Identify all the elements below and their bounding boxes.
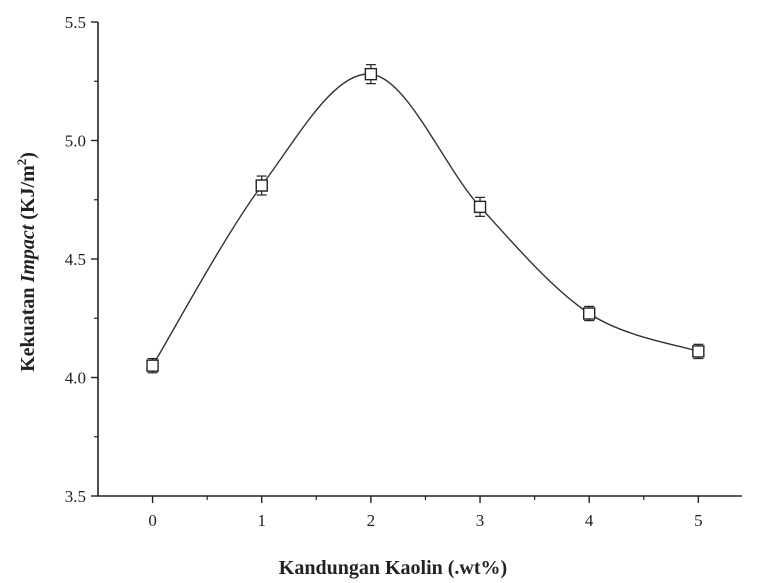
plot-area: 0 1 2 3 4 5 3.5 4.0 4.5 5.0 5.5: [65, 13, 742, 530]
data-point: [473, 196, 487, 217]
y-tick-label: 4.5: [65, 250, 86, 269]
data-points: [146, 64, 705, 374]
data-point: [582, 305, 596, 322]
data-point: [146, 357, 159, 374]
y-tick-label: 5.5: [65, 13, 86, 32]
data-point: [692, 343, 705, 360]
square-marker: [255, 179, 268, 192]
y-tick-label: 5.0: [65, 132, 86, 151]
x-tick-label: 0: [148, 511, 157, 530]
data-point: [255, 175, 268, 196]
y-axis-title: Kekuatan Impact (KJ/m2): [14, 152, 39, 372]
square-marker: [473, 200, 487, 214]
x-tick-label: 2: [367, 511, 376, 530]
fit-curve: [151, 73, 699, 367]
x-tick-label: 1: [257, 511, 266, 530]
x-tick-label: 3: [476, 511, 485, 530]
y-tick-label: 3.5: [65, 487, 86, 506]
x-tick-label: 5: [694, 511, 703, 530]
square-marker: [582, 307, 596, 320]
square-marker: [146, 359, 159, 372]
y-ticks: 3.5 4.0 4.5 5.0 5.5: [65, 13, 98, 506]
x-axis-title: Kandungan Kaolin (.wt%): [279, 557, 507, 579]
x-ticks: 0 1 2 3 4 5: [148, 496, 703, 530]
y-tick-label: 4.0: [65, 369, 86, 388]
x-tick-label: 4: [585, 511, 594, 530]
square-marker: [692, 345, 705, 358]
data-point: [364, 64, 378, 85]
square-marker: [364, 67, 378, 81]
